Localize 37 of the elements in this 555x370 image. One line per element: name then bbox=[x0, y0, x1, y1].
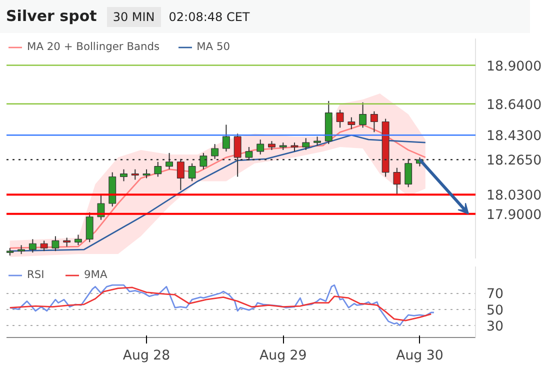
legend-label: MA 50 bbox=[196, 40, 230, 53]
candlestick bbox=[359, 102, 367, 128]
candlestick bbox=[336, 109, 344, 128]
candlestick bbox=[393, 167, 401, 196]
y-tick-label: 50 bbox=[486, 303, 504, 318]
x-tick-label: Aug 28 bbox=[122, 348, 170, 364]
text: 02:08:48 CET bbox=[168, 10, 250, 24]
candlestick bbox=[348, 116, 356, 130]
candlestick bbox=[302, 138, 310, 150]
candlestick bbox=[28, 238, 36, 254]
x-tick-label: Aug 30 bbox=[396, 348, 444, 364]
x-tick-label: Aug 29 bbox=[260, 348, 307, 364]
y-tick-label: 30 bbox=[486, 319, 504, 334]
candlestick bbox=[52, 236, 60, 252]
y-tick-label: 18.2650 bbox=[486, 154, 542, 169]
candlestick bbox=[86, 212, 94, 243]
candlestick bbox=[370, 110, 378, 133]
y-tick-label: 18.9000 bbox=[486, 59, 542, 74]
legend-label: 9MA bbox=[84, 268, 108, 281]
candlestick bbox=[154, 161, 162, 178]
candlestick bbox=[120, 168, 128, 182]
y-tick-label: 17.9000 bbox=[486, 208, 542, 223]
legend-label: MA 20 + Bollinger Bands bbox=[27, 40, 160, 53]
y-tick-label: 70 bbox=[486, 287, 504, 302]
candlestick bbox=[211, 144, 219, 160]
candlestick bbox=[74, 234, 82, 246]
chart-subtitle: 30 MIN bbox=[106, 7, 161, 27]
candlestick bbox=[222, 124, 230, 152]
candlestick bbox=[256, 139, 264, 155]
candlestick bbox=[131, 168, 139, 180]
candlestick bbox=[40, 240, 48, 252]
chart-title: Silver spot bbox=[6, 7, 97, 25]
y-tick-label: 18.6400 bbox=[486, 98, 542, 113]
candlestick bbox=[188, 162, 196, 182]
legend-label: RSI bbox=[27, 268, 46, 281]
y-tick-label: 18.4300 bbox=[486, 129, 542, 144]
y-tick-label: 18.0300 bbox=[486, 188, 542, 204]
